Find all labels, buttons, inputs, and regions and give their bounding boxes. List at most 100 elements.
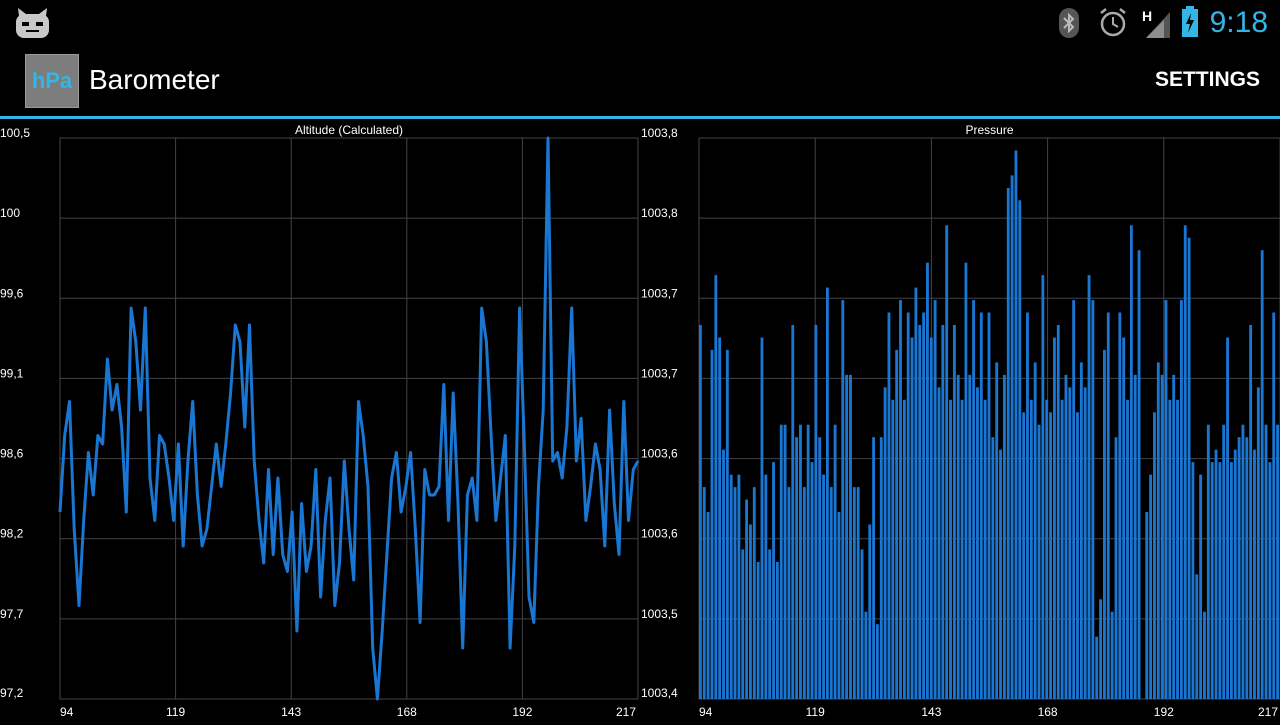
pressure-bar bbox=[749, 524, 752, 699]
pressure-bar bbox=[945, 225, 949, 700]
y-tick-label: 98,6 bbox=[0, 447, 24, 461]
pressure-bar bbox=[964, 262, 968, 699]
pressure-bar bbox=[1103, 349, 1106, 699]
pressure-chart-svg: 94 119 143 168 192 217 1003,8 1003,8 1003,7 1003,… bbox=[641, 123, 1280, 719]
pressure-bar bbox=[1133, 374, 1137, 699]
app-title: Barometer bbox=[89, 64, 220, 95]
pressure-bar bbox=[733, 487, 737, 699]
pressure-bar bbox=[1076, 412, 1079, 699]
pressure-bar bbox=[1033, 362, 1037, 699]
signal-icon: H bbox=[1142, 8, 1170, 38]
pressure-bar bbox=[852, 487, 856, 699]
pressure-bar bbox=[1041, 275, 1045, 699]
pressure-bar bbox=[937, 387, 941, 699]
pressure-bar bbox=[818, 437, 822, 699]
pressure-bar bbox=[983, 399, 987, 699]
y-tick-label: 1003,4 bbox=[641, 686, 678, 700]
pressure-bar bbox=[941, 325, 945, 699]
action-bar: hPa Barometer SETTINGS bbox=[0, 46, 1280, 119]
pressure-bar bbox=[868, 524, 872, 699]
pressure-bar bbox=[1272, 312, 1276, 699]
pressure-bar bbox=[764, 474, 768, 699]
pressure-chart: 94 119 143 168 192 217 1003,8 1003,8 1003,7 1003,… bbox=[640, 119, 1280, 720]
pressure-bar bbox=[1072, 300, 1076, 699]
pressure-bar bbox=[795, 437, 799, 699]
pressure-bar bbox=[1195, 574, 1199, 699]
pressure-bar bbox=[1268, 462, 1272, 699]
pressure-bar bbox=[949, 399, 952, 699]
pressure-bar bbox=[991, 437, 995, 699]
x-tick-label: 143 bbox=[281, 705, 301, 719]
pressure-bar bbox=[1253, 449, 1256, 699]
pressure-bar bbox=[1222, 424, 1226, 699]
y-tick-label: 97,2 bbox=[0, 686, 24, 700]
pressure-bar bbox=[1156, 362, 1160, 699]
x-tick-label: 94 bbox=[699, 705, 713, 719]
pressure-bar bbox=[968, 374, 972, 699]
pressure-bar bbox=[752, 487, 756, 699]
pressure-bar bbox=[718, 337, 722, 699]
x-tick-label: 119 bbox=[806, 705, 825, 719]
y-tick-label: 1003,6 bbox=[641, 527, 678, 541]
pressure-bar bbox=[922, 312, 926, 699]
pressure-bar bbox=[856, 487, 860, 699]
pressure-bar bbox=[1014, 150, 1018, 699]
pressure-bar bbox=[799, 424, 802, 699]
app-icon[interactable]: hPa bbox=[25, 54, 79, 108]
pressure-bar bbox=[802, 487, 806, 699]
pressure-bar bbox=[768, 549, 772, 699]
pressure-bar bbox=[714, 275, 718, 699]
pressure-bar bbox=[956, 374, 960, 699]
pressure-bar bbox=[806, 424, 810, 699]
pressure-bar bbox=[960, 399, 964, 699]
pressure-bar bbox=[699, 325, 702, 699]
battery-charging-icon bbox=[1182, 6, 1198, 37]
pressure-bar bbox=[1060, 399, 1064, 699]
bluetooth-icon bbox=[1059, 8, 1079, 38]
y-tick-label: 99,1 bbox=[0, 366, 24, 380]
x-tick-label: 217 bbox=[1258, 705, 1278, 719]
pressure-bar bbox=[1145, 512, 1149, 699]
pressure-bar bbox=[1229, 462, 1233, 699]
pressure-bar bbox=[829, 487, 833, 699]
pressure-bar bbox=[1083, 387, 1087, 699]
pressure-bar bbox=[1114, 437, 1118, 699]
pressure-bar bbox=[1256, 387, 1260, 699]
pressure-bar bbox=[1129, 225, 1133, 700]
altitude-series-line bbox=[58, 136, 640, 701]
pressure-bar bbox=[1191, 462, 1195, 699]
pressure-bar bbox=[1052, 337, 1056, 699]
pressure-bar bbox=[1164, 300, 1168, 699]
pressure-bar bbox=[1237, 437, 1241, 699]
pressure-bar bbox=[756, 561, 760, 699]
pressure-bar bbox=[887, 312, 891, 699]
pressure-bar bbox=[710, 349, 714, 699]
pressure-bar bbox=[933, 300, 937, 699]
pressure-bar bbox=[822, 474, 825, 699]
pressure-bar bbox=[1045, 399, 1049, 699]
pressure-bar bbox=[1006, 187, 1010, 699]
pressure-bar bbox=[810, 462, 814, 699]
network-type-label: H bbox=[1142, 8, 1152, 24]
pressure-bar bbox=[825, 287, 829, 699]
pressure-bar bbox=[760, 337, 764, 699]
y-tick-label: 98,2 bbox=[0, 527, 24, 541]
pressure-bar bbox=[791, 325, 795, 699]
pressure-bar bbox=[783, 424, 787, 699]
pressure-bar bbox=[1153, 412, 1156, 699]
cyanogenmod-icon bbox=[16, 8, 49, 38]
x-tick-label: 168 bbox=[397, 705, 417, 719]
status-icons: H bbox=[16, 6, 1198, 38]
pressure-bar bbox=[926, 262, 929, 699]
pressure-bar bbox=[860, 549, 864, 699]
settings-button[interactable]: SETTINGS bbox=[1154, 68, 1260, 91]
pressure-bar bbox=[741, 549, 745, 699]
pressure-bar bbox=[1179, 300, 1183, 699]
pressure-bar bbox=[737, 474, 741, 699]
pressure-bar bbox=[1168, 399, 1172, 699]
y-tick-label: 99,6 bbox=[0, 286, 24, 300]
pressure-bar bbox=[1183, 225, 1187, 700]
pressure-bar bbox=[849, 374, 852, 699]
pressure-bar bbox=[1203, 611, 1206, 699]
pressure-bar bbox=[1260, 250, 1264, 699]
